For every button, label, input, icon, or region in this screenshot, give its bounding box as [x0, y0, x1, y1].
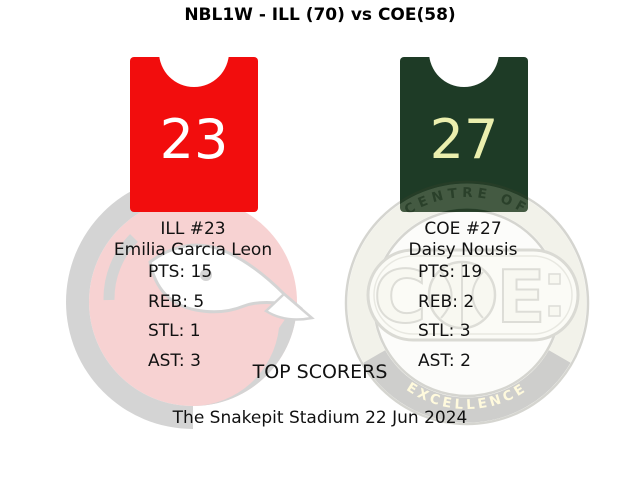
- venue-date-line: The Snakepit Stadium 22 Jun 2024: [172, 408, 468, 428]
- left-player-info: ILL #23 Emilia Garcia Leon: [33, 219, 353, 262]
- left-stat-ast: AST: 3: [148, 350, 201, 371]
- right-player-name: Daisy Nousis: [408, 240, 518, 261]
- right-stat-stl: STL: 3: [418, 321, 471, 342]
- right-stat-ast: AST: 2: [418, 350, 471, 371]
- right-jersey-collar-notch: [429, 57, 499, 87]
- left-player-name: Emilia Garcia Leon: [113, 240, 273, 261]
- section-label: TOP SCORERS: [252, 361, 388, 383]
- left-jersey: 23: [130, 57, 258, 212]
- left-stat-stl: STL: 1: [148, 321, 201, 342]
- left-stat-pts: PTS: 15: [148, 262, 213, 282]
- left-jersey-number: 23: [159, 108, 229, 171]
- left-player-stats: PTS: 15 REB: 5 STL: 1 AST: 3: [148, 258, 212, 376]
- right-player-info: COE #27 Daisy Nousis: [303, 219, 623, 262]
- left-jersey-collar-notch: [159, 57, 229, 87]
- right-jersey: 27: [400, 57, 528, 212]
- right-stat-reb: REB: 2: [418, 291, 475, 312]
- right-team-line: COE #27: [424, 219, 502, 239]
- left-team-line: ILL #23: [160, 219, 226, 239]
- svg-text:E: E: [496, 255, 545, 339]
- left-stat-reb: REB: 5: [148, 291, 205, 312]
- right-stat-pts: PTS: 19: [418, 262, 483, 282]
- right-player-stats: PTS: 19 REB: 2 STL: 3 AST: 2: [418, 258, 482, 376]
- match-title: NBL1W - ILL (70) vs COE(58): [184, 5, 456, 25]
- right-jersey-number: 27: [429, 108, 499, 171]
